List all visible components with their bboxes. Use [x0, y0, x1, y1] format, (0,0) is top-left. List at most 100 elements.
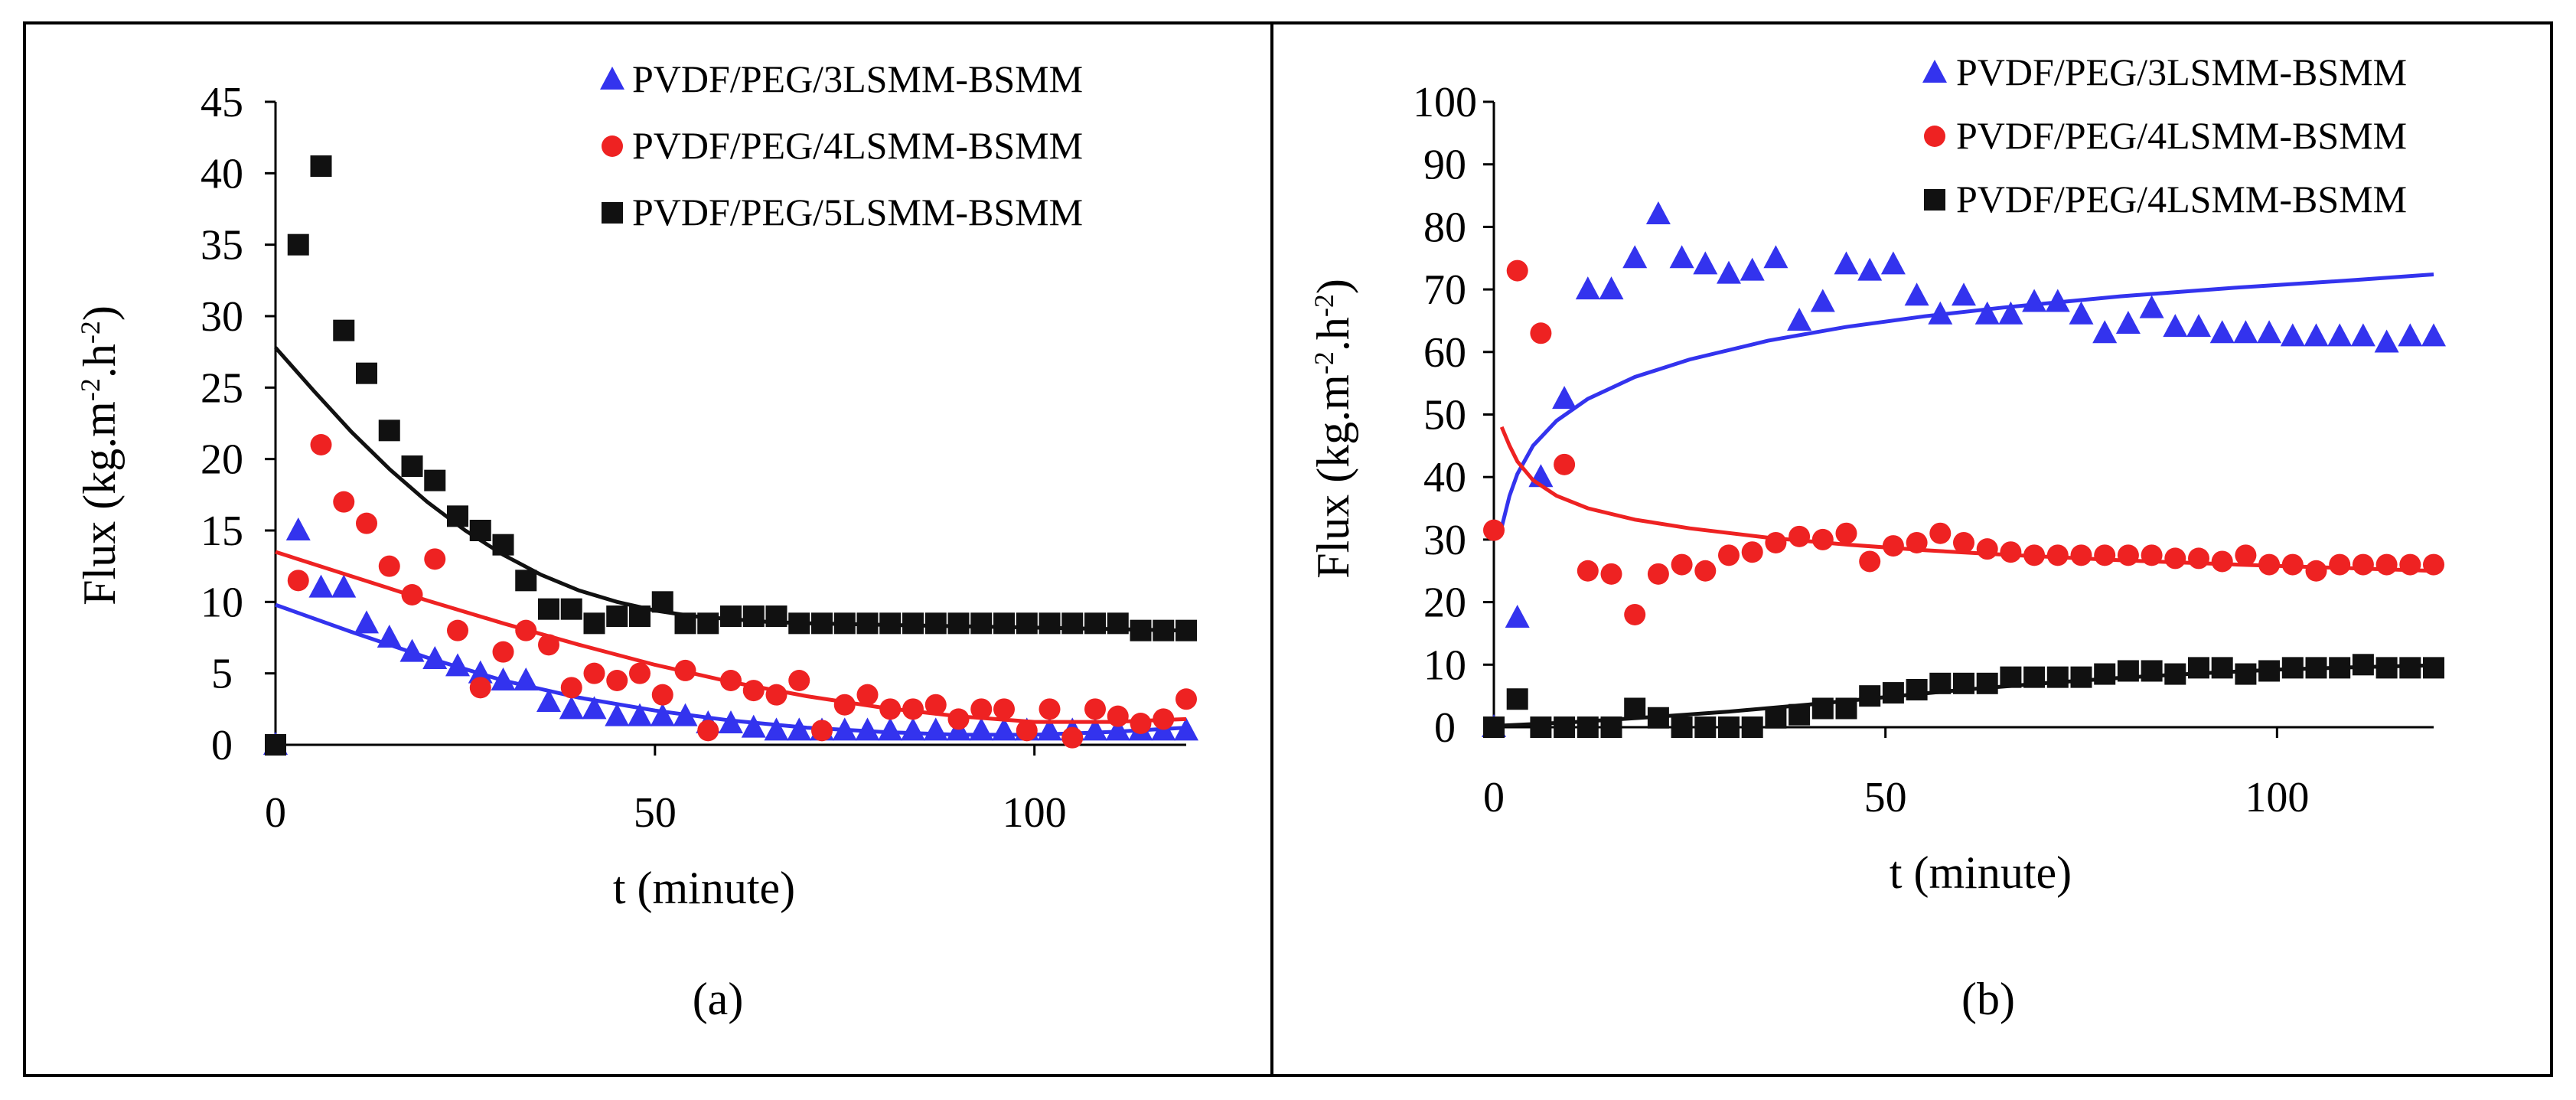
panel-a-point-red: [515, 619, 537, 641]
panel-a-point-black: [788, 612, 810, 635]
panel-a-point-blue: [878, 717, 903, 741]
panel-b-ylabel: Flux (kg.m-2.h-2): [1308, 279, 1358, 579]
panel-b-point-black: [1671, 716, 1693, 738]
panel-a-point-blue: [650, 703, 675, 726]
panel-a-point-black: [720, 605, 742, 627]
panel-a-point-red: [310, 434, 332, 455]
panel-b-point-red: [2023, 544, 2046, 566]
panel-a: t (minute) Flux (kg.m-2.h-2) (a): [74, 305, 795, 1024]
panel-a-point-blue: [559, 696, 584, 720]
panel-a-point-blue: [422, 646, 448, 669]
panel-a-point-blue: [1037, 717, 1062, 741]
panel-b-point-black: [2211, 657, 2233, 679]
panel-a-series-black: [265, 155, 1197, 756]
panel-b-point-red: [1741, 541, 1763, 563]
panel-a-ylabel-end: ): [74, 305, 125, 321]
panel-a-point-black: [333, 319, 355, 341]
panel-a-point-black: [538, 598, 559, 620]
panel-b-point-blue: [2421, 323, 2446, 347]
panel-b-point-blue: [1552, 386, 1577, 410]
panel-b-series-blue: [1482, 201, 2446, 737]
panel-b-point-blue: [2186, 314, 2211, 338]
panel-a-point-blue: [399, 638, 425, 662]
panel-b-point-blue: [2092, 320, 2118, 344]
panel-b-point-black: [2235, 663, 2257, 685]
panel-a-point-black: [424, 469, 446, 491]
panel-a-point-red: [1016, 720, 1038, 742]
panel-b-series-black: [1483, 654, 2444, 738]
panel-b-point-blue: [2350, 323, 2375, 347]
panel-a-xlabel: t (minute): [613, 863, 795, 913]
panel-b-point-red: [1554, 453, 1576, 475]
panel-a-point-red: [765, 684, 787, 706]
panel-a-point-red: [924, 694, 947, 716]
panel-a-point-red: [833, 694, 856, 716]
panel-b-point-black: [1718, 716, 1740, 738]
panel-a-point-blue: [628, 703, 652, 726]
panel-b-point-red: [1789, 525, 1811, 547]
panel-a-point-blue: [491, 668, 516, 690]
panel-a-point-blue: [605, 703, 630, 726]
panel-b-point-black: [2399, 657, 2421, 679]
panel-a-point-red: [811, 720, 833, 742]
panel-a-point-red: [583, 662, 605, 684]
panel-b-point-blue: [1645, 201, 1671, 225]
panel-a-x-tick-label: 0: [265, 789, 286, 837]
panel-b-point-black: [1554, 716, 1576, 738]
panel-b-y-tick-label: 20: [1423, 579, 1466, 627]
panel-a-y-tick-label: 30: [201, 293, 243, 341]
panel-a-point-blue: [536, 689, 561, 712]
panel-a-point-red: [879, 698, 902, 720]
panel-a-point-blue: [787, 717, 812, 741]
panel-b-point-red: [1859, 550, 1881, 573]
panel-a-point-black: [1153, 619, 1175, 641]
panel-b-point-blue: [2139, 295, 2164, 318]
panel-b-point-red: [1718, 544, 1740, 566]
panel-a-point-red: [651, 684, 673, 706]
panel-a-point-red: [606, 670, 628, 691]
panel-b-point-blue: [2045, 289, 2070, 312]
panel-a-caption: (a): [693, 974, 744, 1024]
panel-b-point-blue: [2115, 311, 2141, 335]
panel-b-point-black: [2352, 654, 2374, 676]
panel-a-point-blue: [582, 696, 607, 720]
panel-b-y-tick-label: 60: [1423, 329, 1466, 377]
panel-a-legend-label-black: PVDF/PEG/5LSMM-BSMM: [632, 191, 1083, 233]
panel-a-point-black: [970, 612, 993, 635]
panel-a-point-black: [287, 233, 309, 256]
panel-b-point-blue: [1740, 257, 1765, 281]
panel-a-point-red: [1061, 726, 1084, 749]
panel-a-y-tick-label: 25: [201, 364, 243, 412]
panel-a-legend-marker-black: [602, 202, 623, 224]
panel-b-point-black: [1789, 703, 1811, 726]
panel-b-point-red: [2164, 547, 2186, 570]
panel-b-point-red: [1647, 563, 1669, 585]
panel-a-point-blue: [308, 574, 334, 598]
panel-a-point-blue: [445, 653, 470, 677]
panel-a-point-black: [629, 605, 651, 627]
panel-a-point-red: [469, 677, 491, 699]
panel-a-point-red: [1176, 688, 1197, 710]
panel-a-trendline-red: [275, 550, 1187, 724]
panel-a-point-black: [833, 612, 856, 635]
panel-b-point-black: [2094, 663, 2116, 685]
panel-a-point-black: [879, 612, 902, 635]
panel-b-point-red: [1906, 531, 1928, 553]
panel-a-point-red: [378, 555, 400, 577]
panel-a-point-black: [811, 612, 833, 635]
panel-b-point-red: [1577, 560, 1599, 582]
panel-a-y-tick-label: 15: [201, 508, 243, 555]
panel-a-ylabel-mid: .h: [74, 344, 125, 378]
panel-b-point-red: [1835, 522, 1857, 544]
panel-a-point-black: [742, 605, 765, 627]
panel-a-point-red: [947, 708, 970, 730]
panel-b-y-tick-label: 40: [1423, 454, 1466, 501]
panel-a-point-red: [742, 680, 765, 702]
panel-a-point-blue: [1105, 717, 1130, 741]
panel-a-series-blue: [263, 517, 1198, 755]
panel-b-point-blue: [2257, 320, 2282, 344]
panel-b-frame: [1270, 21, 2553, 1077]
panel-b-y-tick-label: 30: [1423, 517, 1466, 564]
panel-a-x-tick-label: 100: [1003, 789, 1067, 837]
panel-a-point-red: [720, 670, 742, 691]
